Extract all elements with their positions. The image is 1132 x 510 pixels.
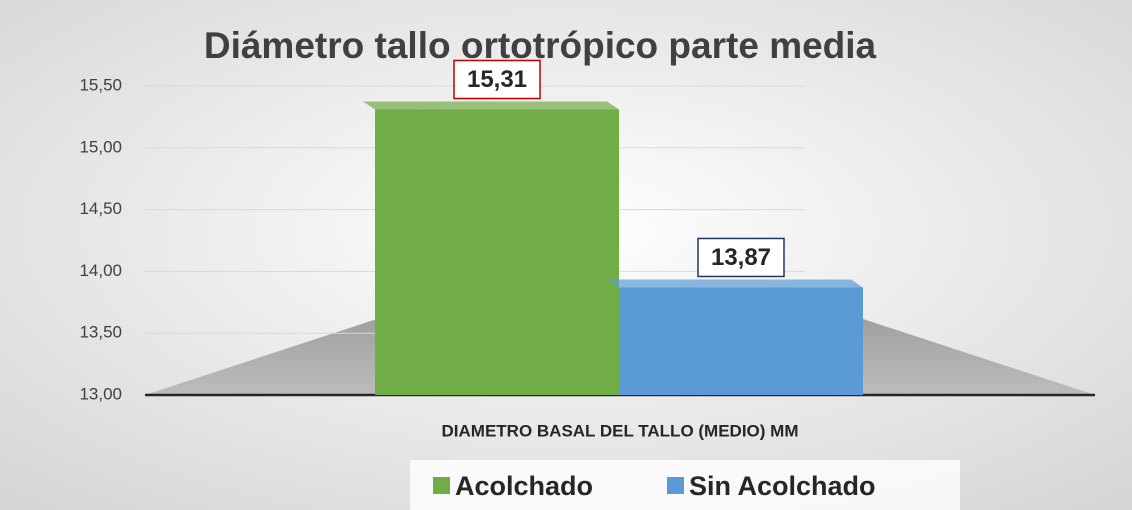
y-tick-label: 13,50 — [79, 323, 122, 342]
y-tick-label: 14,00 — [79, 261, 122, 280]
y-tick-label: 15,50 — [79, 75, 122, 94]
plot: 13,00 13,50 14,00 14,50 15,00 15,50 15,31 13,87… — [79, 59, 1095, 501]
value-label-box — [453, 59, 541, 100]
y-tick-label: 13,00 — [79, 384, 122, 403]
value-label-box — [697, 237, 785, 278]
legend-swatch — [433, 477, 450, 494]
bar — [375, 109, 619, 395]
chart-title: Diámetro tallo ortotrópico parte media — [204, 25, 877, 66]
legend-box — [410, 460, 960, 510]
legend-label: Acolchado — [455, 471, 593, 501]
value-label: 15,31 — [467, 66, 527, 93]
y-tick-label: 15,00 — [79, 137, 122, 156]
legend-label: Sin Acolchado — [689, 471, 876, 501]
bar — [619, 287, 863, 395]
x-axis-label: DIAMETRO BASAL DEL TALLO (MEDIO) MM — [442, 421, 799, 440]
bar-top — [363, 101, 619, 110]
legend-swatch — [667, 477, 684, 494]
bar-top — [607, 279, 863, 288]
y-tick-label: 14,50 — [79, 199, 122, 218]
value-label: 13,87 — [711, 244, 771, 271]
